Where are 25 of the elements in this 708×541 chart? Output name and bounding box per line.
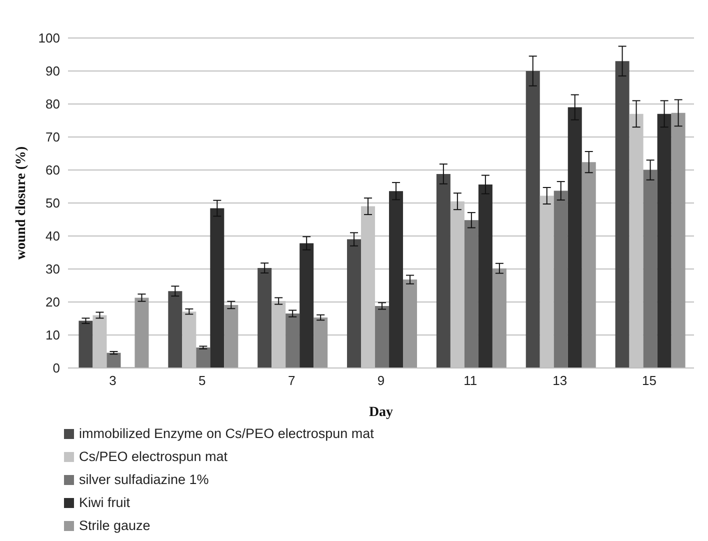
legend-label: Cs/PEO electrospun mat (79, 448, 228, 466)
y-tick-label: 100 (38, 30, 60, 46)
x-tick-label: 3 (109, 373, 116, 388)
y-tick-label: 90 (46, 64, 60, 79)
y-tick-label: 10 (46, 328, 60, 343)
legend-label: immobilized Enzyme on Cs/PEO electrospun mat (79, 425, 374, 443)
y-tick-label: 80 (46, 96, 60, 112)
x-tick-label: 5 (198, 373, 206, 388)
y-tick-label: 40 (46, 228, 60, 244)
y-tick-label: 20 (46, 294, 60, 310)
x-tick-label: 9 (377, 373, 385, 388)
x-axis-title: Day (368, 405, 394, 420)
y-tick-label: 50 (46, 196, 60, 211)
y-tick-label: 70 (46, 130, 60, 145)
legend-label: Strile gauze (79, 517, 150, 535)
y-tick-label: 60 (46, 162, 60, 178)
legend-label: silver sulfadiazine 1% (79, 471, 209, 489)
x-tick-label: 13 (552, 373, 568, 388)
x-tick-label: 15 (642, 373, 657, 388)
y-tick-label: 30 (46, 262, 60, 277)
y-tick-label: 0 (52, 360, 60, 376)
y-axis-title: wound closure (%) (14, 146, 29, 260)
legend-label: Kiwi fruit (79, 494, 130, 512)
x-tick-label: 11 (464, 373, 478, 388)
x-tick-label: 7 (288, 373, 296, 388)
